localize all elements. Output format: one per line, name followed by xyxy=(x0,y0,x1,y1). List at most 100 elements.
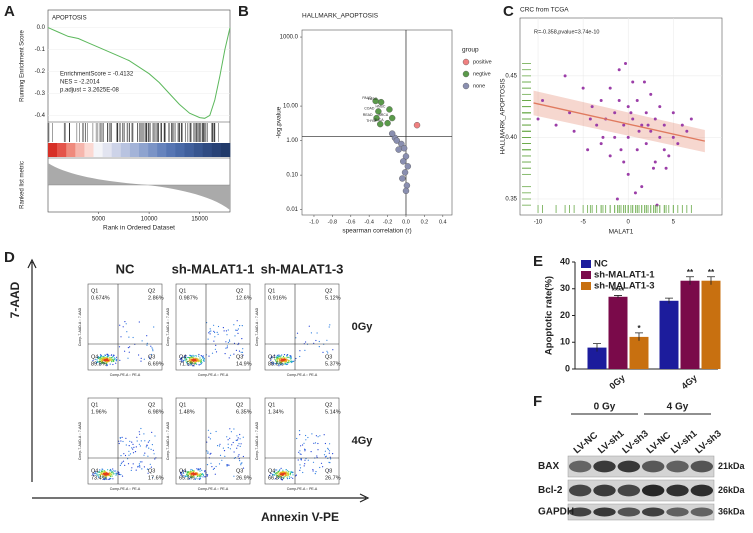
point xyxy=(388,114,396,122)
event-dot xyxy=(299,350,301,352)
event-dot xyxy=(146,444,148,446)
event-dot xyxy=(120,474,122,476)
event-dot xyxy=(139,466,141,468)
event-dot xyxy=(228,464,230,466)
event-dot xyxy=(213,330,215,332)
event-dot xyxy=(283,477,285,479)
event-dot xyxy=(295,357,297,360)
event-dot xyxy=(290,358,292,360)
event-dot xyxy=(219,454,222,456)
point xyxy=(624,62,628,66)
event-dot xyxy=(286,478,289,480)
point-label: PAAD xyxy=(362,96,372,100)
quadrant-name: Q2 xyxy=(325,402,332,408)
blot-band xyxy=(690,460,714,473)
event-dot xyxy=(99,354,102,356)
event-dot xyxy=(315,339,317,342)
point-label: COAD xyxy=(364,106,375,110)
event-dot xyxy=(151,444,153,446)
y-tick-label: 0.0 xyxy=(37,25,46,31)
event-dot xyxy=(181,357,183,359)
event-dot xyxy=(215,344,217,346)
event-dot xyxy=(324,442,326,445)
point xyxy=(588,117,592,121)
event-dot xyxy=(131,447,133,449)
event-dot xyxy=(92,359,94,362)
event-dot xyxy=(277,475,279,477)
event-dot xyxy=(288,476,290,478)
event-dot xyxy=(218,463,221,465)
event-dot xyxy=(226,345,228,347)
event-dot xyxy=(120,440,122,442)
event-dot xyxy=(111,471,113,474)
event-dot xyxy=(194,355,196,357)
legend-label: none xyxy=(473,83,485,89)
event-dot xyxy=(307,459,309,461)
event-dot xyxy=(274,472,276,474)
event-dot xyxy=(115,362,117,364)
lane-label: LV-sh1 xyxy=(596,428,627,456)
point xyxy=(581,86,585,90)
event-dot xyxy=(314,442,317,444)
annotation: p.adjust = 3.2625E-08 xyxy=(60,88,120,94)
event-dot xyxy=(125,444,127,446)
event-dot xyxy=(140,357,142,359)
y-tick-label: 1.00 xyxy=(286,138,298,144)
event-dot xyxy=(241,325,243,327)
event-dot xyxy=(328,452,330,454)
event-dot xyxy=(184,476,186,478)
event-dot xyxy=(97,356,99,358)
event-dot xyxy=(185,355,187,357)
event-dot xyxy=(143,454,145,456)
event-dot xyxy=(276,475,278,477)
event-dot xyxy=(240,443,242,445)
event-dot xyxy=(304,463,306,465)
event-dot xyxy=(98,476,100,478)
event-dot xyxy=(103,471,106,473)
event-dot xyxy=(186,471,189,473)
point-label: THCA xyxy=(374,118,384,122)
event-dot xyxy=(305,434,307,437)
event-dot xyxy=(299,453,301,455)
event-dot xyxy=(115,474,117,476)
event-dot xyxy=(191,476,193,478)
event-dot xyxy=(237,445,239,447)
quadrant-percent: 71.5% xyxy=(179,361,195,367)
event-dot xyxy=(185,470,187,472)
quadrant-percent: 12.6% xyxy=(236,295,252,301)
event-dot xyxy=(297,459,299,461)
event-dot xyxy=(143,433,145,435)
point xyxy=(649,92,653,96)
quadrant-name: Q4 xyxy=(268,354,275,360)
event-dot xyxy=(322,351,324,353)
plot-axis-label: Comp-PE-A :: PE-A xyxy=(110,373,141,377)
event-dot xyxy=(201,356,203,358)
event-dot xyxy=(216,331,218,333)
event-dot xyxy=(96,359,98,361)
point xyxy=(644,111,648,115)
event-dot xyxy=(119,464,121,466)
event-dot xyxy=(196,363,198,365)
event-dot xyxy=(283,476,285,478)
event-dot xyxy=(109,357,111,359)
event-dot xyxy=(279,357,281,359)
event-dot xyxy=(233,451,235,453)
event-dot xyxy=(131,441,133,443)
event-dot xyxy=(299,355,301,358)
event-dot xyxy=(195,355,198,357)
event-dot xyxy=(280,478,283,481)
event-dot xyxy=(121,475,124,477)
axis-arrow xyxy=(32,493,370,503)
event-dot xyxy=(107,473,109,475)
event-dot xyxy=(217,445,219,447)
event-dot xyxy=(327,447,329,449)
x-tick-label: 10000 xyxy=(141,217,158,223)
event-dot xyxy=(233,428,235,430)
event-dot xyxy=(111,361,113,363)
blot-band xyxy=(593,507,616,517)
event-dot xyxy=(327,352,329,354)
event-dot xyxy=(151,431,153,433)
chart-title: HALLMARK_APOPTOSIS xyxy=(302,13,379,20)
event-dot xyxy=(201,362,203,364)
event-dot xyxy=(323,434,325,436)
